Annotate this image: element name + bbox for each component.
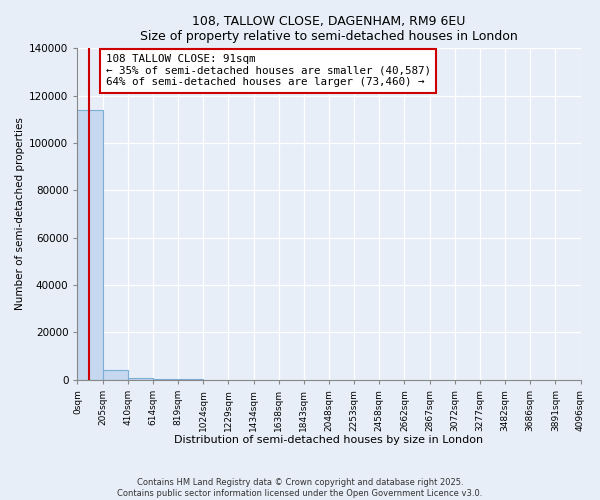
Bar [128, 378, 153, 380]
X-axis label: Distribution of semi-detached houses by size in London: Distribution of semi-detached houses by … [175, 435, 484, 445]
Bar [77, 110, 103, 380]
Title: 108, TALLOW CLOSE, DAGENHAM, RM9 6EU
Size of property relative to semi-detached : 108, TALLOW CLOSE, DAGENHAM, RM9 6EU Siz… [140, 15, 518, 43]
Y-axis label: Number of semi-detached properties: Number of semi-detached properties [15, 118, 25, 310]
Bar [103, 370, 128, 380]
Text: Contains HM Land Registry data © Crown copyright and database right 2025.
Contai: Contains HM Land Registry data © Crown c… [118, 478, 482, 498]
Text: 108 TALLOW CLOSE: 91sqm
← 35% of semi-detached houses are smaller (40,587)
64% o: 108 TALLOW CLOSE: 91sqm ← 35% of semi-de… [106, 54, 431, 88]
